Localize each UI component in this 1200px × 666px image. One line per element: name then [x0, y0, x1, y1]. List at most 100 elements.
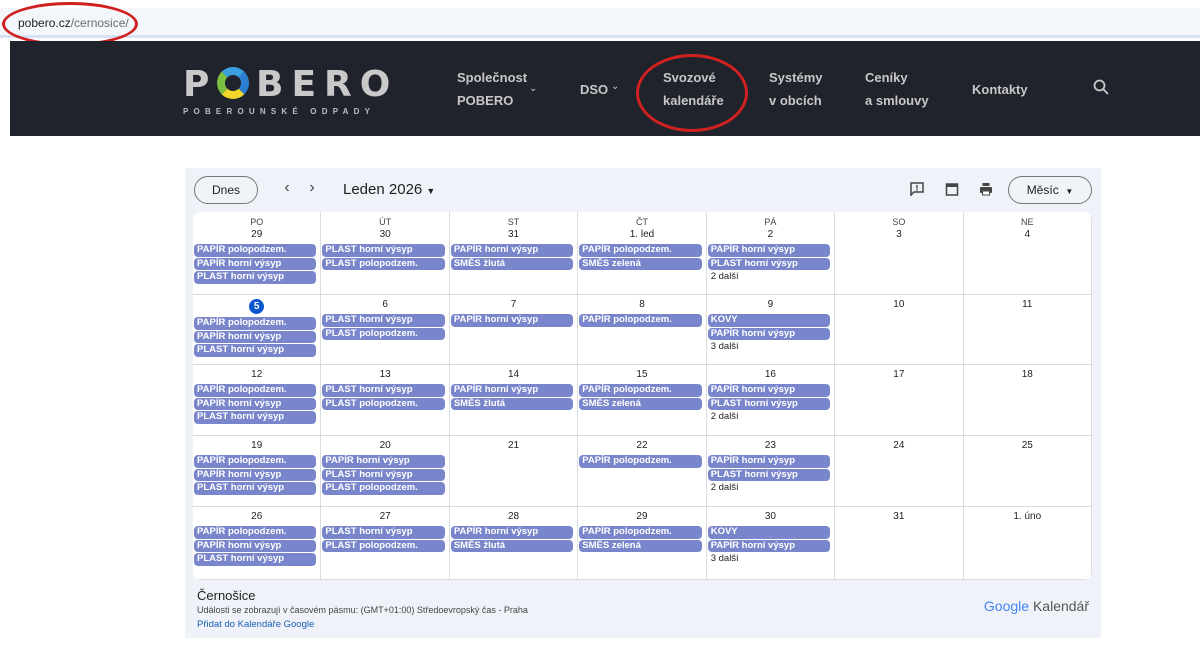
nav-spolecnost[interactable]: Společnost POBERO [457, 66, 527, 112]
event-chip[interactable]: PLAST polopodzem. [322, 257, 445, 270]
event-chip[interactable]: PAPÍR horní výsyp [707, 244, 831, 257]
event-chip[interactable]: PLAST horní výsyp [194, 344, 317, 357]
event-chip[interactable]: PAPÍR polopodzem. [194, 244, 317, 257]
day-cell[interactable]: 24 [835, 436, 964, 507]
day-cell[interactable]: 1. úno [963, 507, 1092, 580]
nav-systemy[interactable]: Systémy v obcích [769, 66, 822, 112]
date-number[interactable]: 29 [578, 511, 705, 523]
event-chip[interactable]: PAPÍR horní výsyp [194, 539, 317, 552]
address-bar[interactable]: pobero.cz/cernosice/ [0, 8, 1200, 38]
event-chip[interactable]: PAPÍR horní výsyp [707, 455, 831, 468]
event-chip[interactable]: SMĚS zelená [579, 539, 702, 552]
day-cell[interactable]: ST 31 PAPÍR horní výsyp SMĚS žlutá [449, 212, 579, 295]
date-number[interactable]: 17 [835, 369, 962, 381]
date-number[interactable]: 24 [835, 440, 962, 452]
day-cell[interactable]: SO 3 [835, 212, 964, 295]
day-cell[interactable]: PO 29 PAPÍR polopodzem. PAPÍR horní výsyp PL… [193, 212, 322, 295]
event-chip[interactable]: PAPÍR polopodzem. [579, 526, 702, 539]
day-cell[interactable]: NE 4 [963, 212, 1092, 295]
event-chip[interactable]: PLAST horní výsyp [707, 257, 831, 270]
day-cell[interactable]: 11 [963, 295, 1092, 365]
day-cell[interactable]: 12 PAPÍR polopodzem. PAPÍR horní výsyp PLAS… [193, 365, 322, 436]
date-number[interactable]: 30 [321, 229, 448, 241]
day-cell[interactable]: 18 [963, 365, 1092, 436]
day-cell[interactable]: 13 PLAST horní výsyp PLAST polopodzem. [321, 365, 450, 436]
more-events-link[interactable]: 2 další [710, 411, 739, 422]
event-chip[interactable]: PLAST horní výsyp [322, 244, 445, 257]
date-number[interactable]: 31 [835, 511, 962, 523]
event-chip[interactable]: SMĚS žlutá [450, 257, 574, 270]
date-number[interactable]: 30 [707, 511, 834, 523]
day-cell[interactable]: 20 PAPÍR horní výsyp PLAST horní výsyp PLAS… [321, 436, 450, 507]
day-cell[interactable]: 19 PAPÍR polopodzem. PAPÍR horní výsyp PLAS… [193, 436, 322, 507]
event-chip[interactable]: SMĚS zelená [579, 397, 702, 410]
view-selector[interactable]: Měsíc ▼ [1008, 176, 1092, 204]
event-chip[interactable]: PAPÍR polopodzem. [579, 384, 702, 397]
day-cell[interactable]: 16 PAPÍR horní výsyp PLAST horní výsyp 2 da… [706, 365, 836, 436]
day-cell[interactable]: ÚT 30 PLAST horní výsyp PLAST polopodzem. [321, 212, 450, 295]
event-chip[interactable]: PAPÍR polopodzem. [194, 384, 317, 397]
more-events-link[interactable]: 2 další [710, 482, 739, 493]
event-chip[interactable]: PLAST polopodzem. [322, 327, 445, 340]
day-cell[interactable]: 5 PAPÍR polopodzem. PAPÍR horní výsyp PLAST… [193, 295, 322, 365]
event-chip[interactable]: SMĚS žlutá [450, 397, 574, 410]
event-chip[interactable]: PLAST horní výsyp [322, 526, 445, 539]
date-number[interactable]: 26 [193, 511, 320, 523]
event-chip[interactable]: PLAST horní výsyp [322, 468, 445, 481]
google-calendar-logo[interactable]: Google Kalendář [984, 598, 1089, 614]
day-cell[interactable]: 14 PAPÍR horní výsyp SMĚS žlutá [449, 365, 579, 436]
day-cell[interactable]: 26 PAPÍR polopodzem. PAPÍR horní výsyp PLAS… [193, 507, 322, 580]
month-selector[interactable]: Leden 2026 ▼ [343, 181, 435, 198]
day-cell[interactable]: 21 [449, 436, 579, 507]
date-number[interactable]: 12 [193, 369, 320, 381]
event-chip[interactable]: PLAST polopodzem. [322, 482, 445, 495]
date-number[interactable]: 2 [707, 229, 834, 241]
event-chip[interactable]: PAPÍR horní výsyp [707, 539, 831, 552]
event-chip[interactable]: PAPÍR polopodzem. [579, 244, 702, 257]
event-chip[interactable]: PAPÍR polopodzem. [194, 455, 317, 468]
event-chip[interactable]: PAPÍR polopodzem. [194, 317, 317, 330]
day-cell[interactable]: 31 [835, 507, 964, 580]
day-cell[interactable]: 29 PAPÍR polopodzem. SMĚS zelená [578, 507, 707, 580]
date-number[interactable]: 31 [450, 229, 577, 241]
date-number[interactable]: 1. led [578, 229, 705, 241]
event-chip[interactable]: PAPÍR horní výsyp [450, 244, 574, 257]
event-chip[interactable]: PLAST horní výsyp [194, 411, 317, 424]
day-cell[interactable]: 30 KOVY PAPÍR horní výsyp 3 další [706, 507, 836, 580]
url-text[interactable]: pobero.cz/cernosice/ [18, 16, 129, 30]
day-cell[interactable]: 15 PAPÍR polopodzem. SMĚS zelená [578, 365, 707, 436]
add-to-google-calendar-link[interactable]: Přidat do Kalendáře Google [197, 619, 315, 630]
calendar-icon[interactable] [945, 182, 959, 196]
event-chip[interactable]: PLAST polopodzem. [322, 397, 445, 410]
event-chip[interactable]: PAPÍR polopodzem. [579, 455, 702, 468]
event-chip[interactable]: PAPÍR horní výsyp [194, 257, 317, 270]
day-cell[interactable]: 25 [963, 436, 1092, 507]
event-chip[interactable]: PAPÍR polopodzem. [579, 314, 702, 327]
pobero-logo[interactable]: POBERO POBEROUNSKÉ ODPADY [183, 67, 390, 117]
search-icon[interactable] [1093, 79, 1109, 95]
event-chip[interactable]: PAPÍR horní výsyp [707, 327, 831, 340]
more-events-link[interactable]: 3 další [710, 341, 739, 352]
event-chip[interactable]: PAPÍR horní výsyp [450, 314, 574, 327]
event-chip[interactable]: PLAST horní výsyp [194, 271, 317, 284]
date-number[interactable]: 8 [578, 299, 705, 311]
date-number[interactable]: 11 [964, 299, 1091, 311]
date-number[interactable]: 19 [193, 440, 320, 452]
date-number[interactable]: 23 [707, 440, 834, 452]
more-events-link[interactable]: 2 další [710, 271, 739, 282]
event-chip[interactable]: KOVY [707, 526, 831, 539]
day-cell[interactable]: 27 PLAST horní výsyp PLAST polopodzem. [321, 507, 450, 580]
date-number[interactable]: 27 [321, 511, 448, 523]
event-chip[interactable]: SMĚS zelená [579, 257, 702, 270]
today-button[interactable]: Dnes [194, 176, 258, 204]
event-chip[interactable]: PLAST horní výsyp [322, 384, 445, 397]
date-number[interactable]: 22 [578, 440, 705, 452]
chevron-down-icon[interactable]: ⌄ [529, 83, 538, 94]
day-cell[interactable]: PÁ 2 PAPÍR horní výsyp PLAST horní výsyp 2 d… [706, 212, 836, 295]
print-icon[interactable] [979, 182, 993, 196]
day-cell[interactable]: ČT 1. led PAPÍR polopodzem. SMĚS zelená [578, 212, 707, 295]
date-number[interactable]: 16 [707, 369, 834, 381]
more-events-link[interactable]: 3 další [710, 553, 739, 564]
date-number[interactable]: 9 [707, 299, 834, 311]
event-chip[interactable]: PLAST horní výsyp [707, 468, 831, 481]
